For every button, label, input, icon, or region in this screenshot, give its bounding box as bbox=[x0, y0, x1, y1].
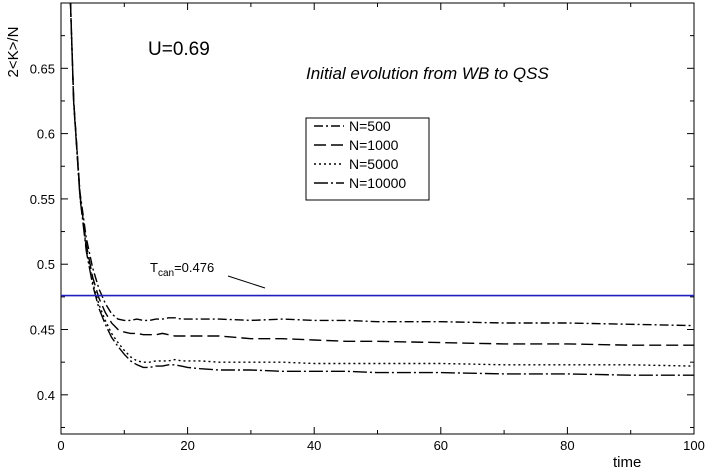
series-group bbox=[69, 3, 694, 376]
series-line-1 bbox=[69, 3, 694, 327]
x-tick-label: 60 bbox=[434, 438, 448, 453]
y-tick-label: 0.5 bbox=[37, 257, 55, 272]
series-line-3 bbox=[69, 3, 694, 367]
y-tick-label: 0.4 bbox=[37, 388, 55, 403]
svg-text:Tcan=0.476: Tcan=0.476 bbox=[150, 260, 214, 279]
ref-label-sub: can bbox=[158, 268, 174, 279]
y-tick-label: 0.55 bbox=[30, 192, 55, 207]
y-tick-label: 0.45 bbox=[30, 323, 55, 338]
ref-label-main: T bbox=[150, 260, 158, 275]
x-axis-label: time bbox=[613, 454, 641, 469]
legend: N=500 N=1000 N=5000 N=10000 bbox=[305, 117, 430, 201]
reference-line-label: Tcan=0.476 bbox=[150, 260, 266, 289]
subtitle-annotation: Initial evolution from WB to QSS bbox=[306, 64, 549, 83]
legend-box bbox=[305, 117, 430, 201]
legend-label: N=5000 bbox=[349, 156, 399, 172]
x-tick-label: 40 bbox=[307, 438, 321, 453]
x-tick-label: 20 bbox=[180, 438, 194, 453]
series-line-2 bbox=[69, 3, 694, 346]
x-tick-label: 100 bbox=[683, 438, 705, 453]
ref-label-leader bbox=[227, 275, 266, 289]
y-axis-label: 2<K>/N bbox=[5, 27, 22, 78]
y-tick-label: 0.6 bbox=[37, 127, 55, 142]
y-tick-label: 0.65 bbox=[30, 61, 55, 76]
u-annotation: U=0.69 bbox=[148, 39, 210, 60]
legend-label: N=1000 bbox=[349, 137, 399, 153]
x-tick-label: 80 bbox=[560, 438, 574, 453]
x-axis-ticks: 0 20 40 60 80 100 bbox=[57, 3, 705, 453]
y-axis-ticks: 0.4 0.45 0.5 0.55 0.6 0.65 bbox=[30, 35, 694, 428]
ref-label-rest: =0.476 bbox=[174, 260, 214, 275]
legend-label: N=10000 bbox=[349, 175, 406, 191]
x-tick-label: 0 bbox=[57, 438, 64, 453]
legend-label: N=500 bbox=[349, 118, 391, 134]
series-line-4 bbox=[69, 3, 694, 376]
